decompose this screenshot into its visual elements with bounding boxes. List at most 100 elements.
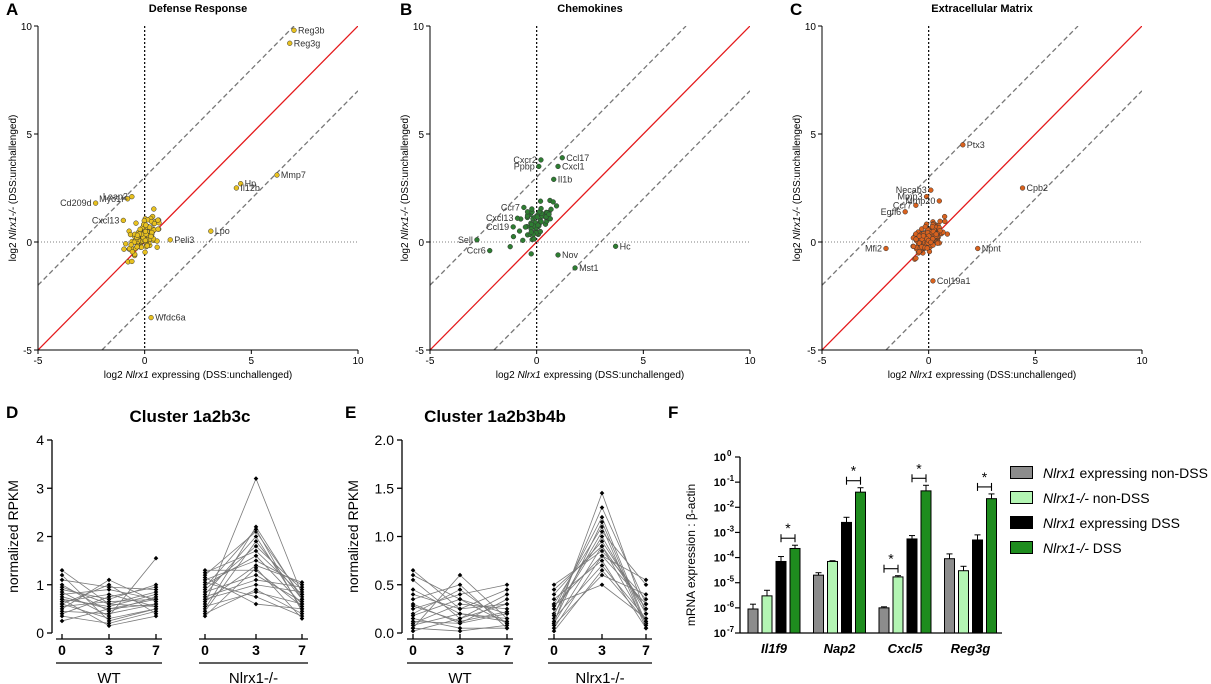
y-tick-label: 5 xyxy=(418,130,424,141)
data-point xyxy=(153,608,159,614)
data-point xyxy=(151,206,157,212)
data-point xyxy=(913,255,919,261)
data-point xyxy=(643,601,649,607)
gene-label: Il12b xyxy=(240,183,260,193)
data-point-labeled xyxy=(233,185,240,191)
data-point xyxy=(154,244,160,250)
y-tick-label: 10 xyxy=(805,22,817,33)
data-point xyxy=(510,233,517,240)
gene-label: Col19a1 xyxy=(937,276,971,286)
data-point-labeled xyxy=(92,200,99,206)
data-point xyxy=(106,621,112,626)
data-point xyxy=(202,584,208,590)
panel-letter-c: C xyxy=(790,0,803,19)
data-point xyxy=(299,587,305,592)
data-point xyxy=(59,584,65,590)
data-point-labeled xyxy=(1019,185,1026,191)
y-axis-label-gene: Nlrx1-/- xyxy=(400,206,411,239)
data-point xyxy=(643,619,649,624)
gene-label: Egfl6 xyxy=(881,207,902,217)
x-tick-label: 3 xyxy=(105,642,113,658)
data-point xyxy=(253,582,259,588)
panel-letter-e: E xyxy=(345,403,357,422)
x-axis-label-part: log2 xyxy=(104,370,126,381)
data-point xyxy=(410,622,416,628)
bar xyxy=(892,576,904,634)
gene-label: Leap2 xyxy=(103,192,128,202)
y-tick-label: 10 xyxy=(714,527,726,539)
y-axis-label: normalized RPKM xyxy=(5,480,21,593)
legend-label: expressing DSS xyxy=(1075,514,1180,531)
data-point xyxy=(538,205,544,212)
y-axis-label-gene: Nlrx1-/- xyxy=(8,206,19,239)
y-tick-label: 0 xyxy=(418,238,424,249)
data-point xyxy=(202,613,208,619)
data-point xyxy=(59,567,65,573)
data-point xyxy=(106,608,112,614)
data-point xyxy=(253,526,259,532)
data-point xyxy=(253,565,259,571)
data-point xyxy=(643,611,649,616)
data-point xyxy=(916,249,922,255)
panel-letter-a: A xyxy=(6,0,19,19)
data-point xyxy=(929,224,936,230)
data-point xyxy=(599,553,605,559)
data-point xyxy=(599,548,605,554)
data-point xyxy=(253,553,259,559)
data-point xyxy=(457,601,463,607)
data-point xyxy=(553,203,560,209)
data-point xyxy=(410,567,416,573)
data-point xyxy=(537,228,543,235)
y-axis-label-part: (DSS:unchallenged) xyxy=(792,115,803,207)
data-point xyxy=(299,584,305,590)
data-point xyxy=(299,604,305,609)
data-point xyxy=(253,589,259,595)
data-point xyxy=(106,577,112,583)
x-axis-label-part: expressing (DSS:unchallenged) xyxy=(541,370,684,381)
x-tick-label: 0 xyxy=(58,642,66,658)
y-axis-label: normalized RPKM xyxy=(345,480,361,593)
gene-label: Nov xyxy=(562,250,579,260)
data-point xyxy=(148,233,154,240)
data-point xyxy=(522,224,529,230)
legend-item: Nlrx1 expressing non-DSS xyxy=(1010,460,1208,485)
group-label: Nlrx1-/- xyxy=(229,670,278,684)
chart-legend: Nlrx1 expressing non-DSS Nlrx1-/- non-DS… xyxy=(1010,460,1208,560)
data-point xyxy=(410,592,416,597)
data-point-labeled xyxy=(510,224,516,230)
y-tick-label: 10 xyxy=(714,452,726,464)
data-point xyxy=(551,587,557,592)
y-tick-label: 10 xyxy=(714,628,726,640)
x-axis-label-part: expressing (DSS:unchallenged) xyxy=(149,370,292,381)
gene-label: Ccr7 xyxy=(893,200,912,210)
x-tick-label: 7 xyxy=(642,642,650,658)
data-point-labeled xyxy=(120,217,126,224)
y-tick-label: 10 xyxy=(714,477,726,489)
data-point xyxy=(106,584,112,590)
data-point xyxy=(106,596,112,602)
data-point xyxy=(106,592,112,597)
data-point xyxy=(106,587,112,592)
data-point xyxy=(137,226,143,233)
data-point xyxy=(504,616,510,621)
data-point xyxy=(643,596,649,602)
data-point xyxy=(202,599,208,604)
legend-swatch xyxy=(1010,466,1033,479)
data-point xyxy=(142,237,149,244)
x-category-label: Il1f9 xyxy=(761,641,788,656)
legend-swatch xyxy=(1010,516,1033,529)
data-point xyxy=(551,603,557,609)
data-point xyxy=(504,596,510,602)
series-line xyxy=(204,591,303,607)
data-point-labeled xyxy=(612,243,619,249)
gene-label: Mst1 xyxy=(579,263,599,273)
gene-label: Ccl17 xyxy=(566,153,589,163)
significance-mark: * xyxy=(785,520,791,536)
x-tick-label: 7 xyxy=(298,642,306,658)
data-point xyxy=(106,611,112,616)
data-point xyxy=(299,616,305,621)
y-tick-label: 1 xyxy=(36,577,44,593)
chart-title: Cluster 1a2b3c xyxy=(130,407,251,426)
data-point xyxy=(253,563,259,568)
x-tick-label: 5 xyxy=(249,356,255,367)
